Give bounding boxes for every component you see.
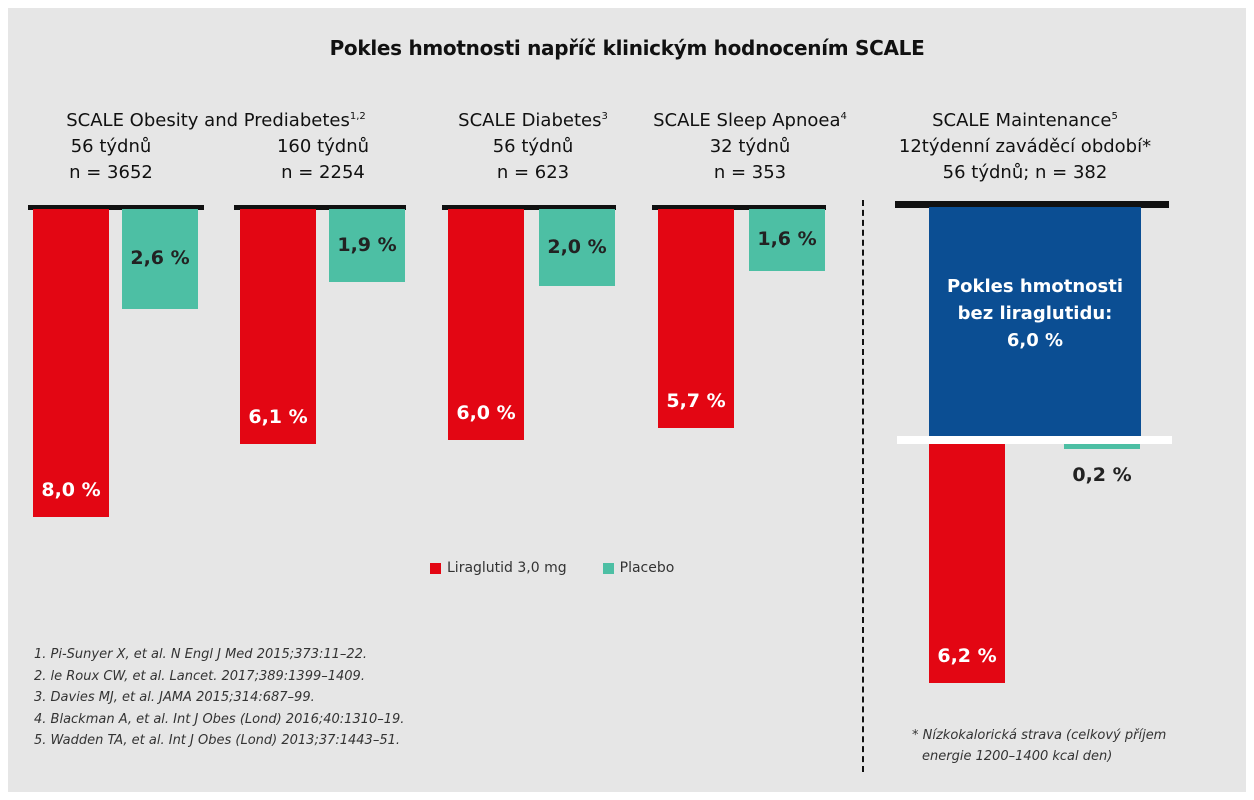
header-maintenance-weeks-n: 56 týdnů; n = 382	[942, 162, 1108, 183]
header-diabetes-n: n = 623	[496, 162, 570, 183]
bar-placebo	[1064, 444, 1140, 450]
legend: Liraglutid 3,0 mg Placebo	[430, 560, 700, 576]
data-label-placebo: 1,6 %	[757, 227, 817, 250]
header-obesity-160: 160 týdnů n = 2254	[258, 134, 388, 186]
legend-item-placebo: Placebo	[602, 560, 675, 576]
header-diabetes: SCALE Diabetes3 56 týdnů n = 623	[438, 104, 628, 186]
maintenance-runin-line-2: bez liraglutidu:	[957, 303, 1113, 324]
references: 1. Pi-Sunyer X, et al. N Engl J Med 2015…	[34, 644, 404, 752]
maintenance-baseline	[897, 436, 1172, 444]
bar-placebo	[329, 209, 405, 283]
data-label-liraglutide: 6,2 %	[937, 644, 997, 667]
baseline-apnoea	[652, 205, 826, 210]
header-obesity-name: SCALE Obesity and Prediabetes	[66, 110, 350, 131]
baseline-diabetes	[442, 205, 616, 210]
header-maintenance-sup: 5	[1111, 111, 1118, 122]
header-apnoea-sup: 4	[840, 111, 847, 122]
bar-placebo	[749, 209, 825, 271]
reference-4: 4. Blackman A, et al. Int J Obes (Lond) …	[34, 711, 405, 727]
header-maintenance-runin: 12týdenní zaváděcí období*	[898, 136, 1152, 157]
bar-placebo	[122, 209, 198, 310]
reference-5: 5. Wadden TA, et al. Int J Obes (Lond) 2…	[34, 733, 400, 748]
header-obesity-160-weeks: 160 týdnů	[276, 136, 370, 157]
chart-title: Pokles hmotnosti napříč klinickým hodnoc…	[329, 36, 925, 60]
header-obesity-56-weeks: 56 týdnů	[70, 136, 152, 157]
data-label-liraglutide: 5,7 %	[666, 390, 726, 413]
data-label-liraglutide: 6,1 %	[248, 405, 308, 428]
legend-label-liraglutide: Liraglutid 3,0 mg	[447, 560, 567, 576]
header-maintenance: SCALE Maintenance5 12týdenní zaváděcí ob…	[880, 104, 1170, 186]
data-label-liraglutide: 6,0 %	[456, 402, 516, 424]
bar-liraglutide	[658, 209, 734, 429]
header-apnoea-n: n = 353	[713, 162, 787, 183]
header-apnoea-weeks: 32 týdnů	[709, 136, 791, 157]
header-maintenance-name: SCALE Maintenance	[932, 110, 1112, 131]
header-obesity-56-n: n = 3652	[69, 162, 153, 183]
maintenance-runin-box: Pokles hmotnosti bez liraglutidu: 6,0 %	[929, 207, 1141, 436]
header-obesity-56: 56 týdnů n = 3652	[46, 134, 176, 186]
header-obesity: SCALE Obesity and Prediabetes1,2	[46, 104, 386, 134]
bar-liraglutide	[240, 209, 316, 444]
legend-swatch-liraglutide	[430, 562, 441, 574]
maintenance-runin-line-3: 6,0 %	[1006, 330, 1064, 351]
header-diabetes-weeks: 56 týdnů	[492, 136, 574, 157]
bar-liraglutide	[448, 209, 524, 440]
footnote-line-1: * Nízkokalorická strava (celkový příjem	[912, 728, 1167, 743]
footnote-line-2: energie 1200–1400 kcal den)	[922, 749, 1113, 764]
header-obesity-sup: 1,2	[349, 111, 366, 122]
data-label-placebo: 1,9 %	[337, 233, 397, 256]
data-label-placebo: 2,6 %	[130, 247, 190, 270]
maintenance-runin-line-1: Pokles hmotnosti	[946, 276, 1124, 297]
header-diabetes-sup: 3	[601, 111, 608, 122]
bar-placebo	[539, 209, 615, 286]
baseline-maintenance	[895, 201, 1169, 208]
data-label-liraglutide: 8,0 %	[41, 479, 101, 501]
data-label-placebo: 0,2 %	[1072, 464, 1132, 486]
reference-3: 3. Davies MJ, et al. JAMA 2015;314:687–9…	[34, 690, 315, 705]
legend-label-placebo: Placebo	[619, 560, 675, 576]
reference-1: 1. Pi-Sunyer X, et al. N Engl J Med 2015…	[34, 647, 368, 662]
bar-liraglutide	[33, 209, 109, 517]
legend-swatch-placebo	[602, 562, 614, 574]
maintenance-divider	[862, 200, 864, 772]
header-diabetes-name: SCALE Diabetes	[458, 110, 602, 131]
legend-item-liraglutide: Liraglutid 3,0 mg	[430, 560, 567, 576]
data-label-placebo: 2,0 %	[547, 235, 607, 258]
header-apnoea-name: SCALE Sleep Apnoea	[653, 110, 841, 131]
header-apnoea: SCALE Sleep Apnoea4 32 týdnů n = 353	[640, 104, 860, 186]
footnote: * Nízkokalorická strava (celkový příjem …	[912, 725, 1166, 767]
baseline-obesity-160	[234, 205, 406, 210]
baseline-obesity-56	[28, 205, 204, 210]
header-obesity-160-n: n = 2254	[281, 162, 365, 183]
bar-liraglutide	[929, 444, 1005, 683]
reference-2: 2. le Roux CW, et al. Lancet. 2017;389:1…	[34, 668, 365, 684]
